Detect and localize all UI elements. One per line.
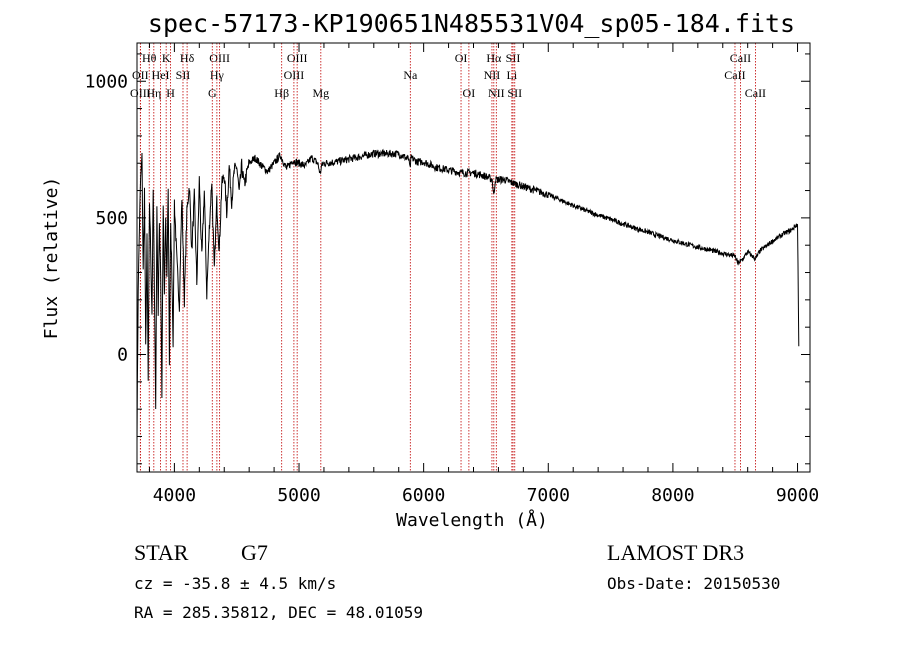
line-marker-label-27: CaII bbox=[745, 86, 766, 100]
line-marker-label-24: SII bbox=[507, 86, 522, 100]
line-marker-label-20: NII bbox=[484, 68, 501, 82]
redshift-text: cz = -35.8 ± 4.5 km/s bbox=[134, 576, 336, 592]
x-tick-label: 4000 bbox=[153, 485, 196, 506]
line-marker-label-5: HeI bbox=[152, 68, 170, 82]
line-marker-label-16: Na bbox=[403, 68, 418, 82]
y-axis-label: Flux (relative) bbox=[43, 158, 61, 358]
line-marker-label-19: Hα bbox=[486, 51, 502, 65]
line-marker-label-0: Hθ bbox=[142, 51, 157, 65]
x-tick-label: 5000 bbox=[277, 485, 320, 506]
observation-date: Obs-Date: 20150530 bbox=[607, 576, 780, 592]
y-tick-label: 500 bbox=[95, 208, 128, 229]
x-tick-label: 9000 bbox=[776, 485, 819, 506]
y-tick-label: 0 bbox=[117, 345, 128, 366]
spectrum-line bbox=[137, 150, 799, 444]
class-label: STAR bbox=[134, 542, 188, 564]
spectrum-figure: spec-57173-KP190651N485531V04_sp05-184.f… bbox=[0, 0, 900, 649]
line-marker-label-7: SII bbox=[176, 68, 191, 82]
plot-frame bbox=[137, 43, 810, 472]
x-tick-label: 8000 bbox=[651, 485, 694, 506]
line-marker-label-14: OIII bbox=[284, 68, 305, 82]
line-marker-label-8: Hδ bbox=[180, 51, 195, 65]
line-marker-label-17: OI bbox=[455, 51, 468, 65]
survey-label: LAMOST DR3 bbox=[607, 542, 744, 564]
line-marker-label-11: G bbox=[208, 86, 217, 100]
y-tick-label: 1000 bbox=[85, 71, 128, 92]
line-marker-label-15: Mg bbox=[312, 86, 329, 100]
line-marker-label-18: OI bbox=[463, 86, 476, 100]
line-marker-label-23: Li bbox=[507, 68, 518, 82]
x-tick-label: 7000 bbox=[527, 485, 570, 506]
x-axis-label: Wavelength (Å) bbox=[322, 512, 622, 530]
line-marker-label-13: OIII bbox=[287, 51, 308, 65]
line-marker-label-12: Hβ bbox=[274, 86, 289, 100]
line-marker-label-22: SII bbox=[506, 51, 521, 65]
x-tick-label: 6000 bbox=[402, 485, 445, 506]
line-marker-label-3: Hη bbox=[146, 86, 161, 100]
line-marker-label-25: CaII bbox=[730, 51, 751, 65]
coordinates-text: RA = 285.35812, DEC = 48.01059 bbox=[134, 605, 423, 621]
line-marker-label-21: NII bbox=[488, 86, 505, 100]
subclass-label: G7 bbox=[241, 542, 268, 564]
line-marker-label-6: H bbox=[166, 86, 175, 100]
line-marker-label-26: CaII bbox=[724, 68, 745, 82]
line-marker-label-4: K bbox=[162, 51, 171, 65]
